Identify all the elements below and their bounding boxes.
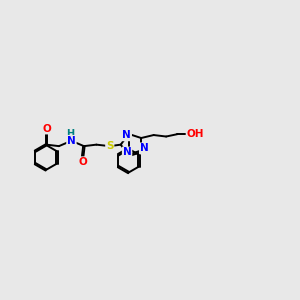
Text: S: S bbox=[106, 141, 113, 151]
Text: OH: OH bbox=[187, 129, 204, 139]
Text: N: N bbox=[123, 147, 131, 158]
Text: N: N bbox=[122, 130, 131, 140]
Text: O: O bbox=[42, 124, 51, 134]
Text: H: H bbox=[66, 129, 74, 139]
Text: N: N bbox=[67, 136, 76, 146]
Text: N: N bbox=[140, 143, 148, 153]
Text: O: O bbox=[78, 157, 87, 167]
